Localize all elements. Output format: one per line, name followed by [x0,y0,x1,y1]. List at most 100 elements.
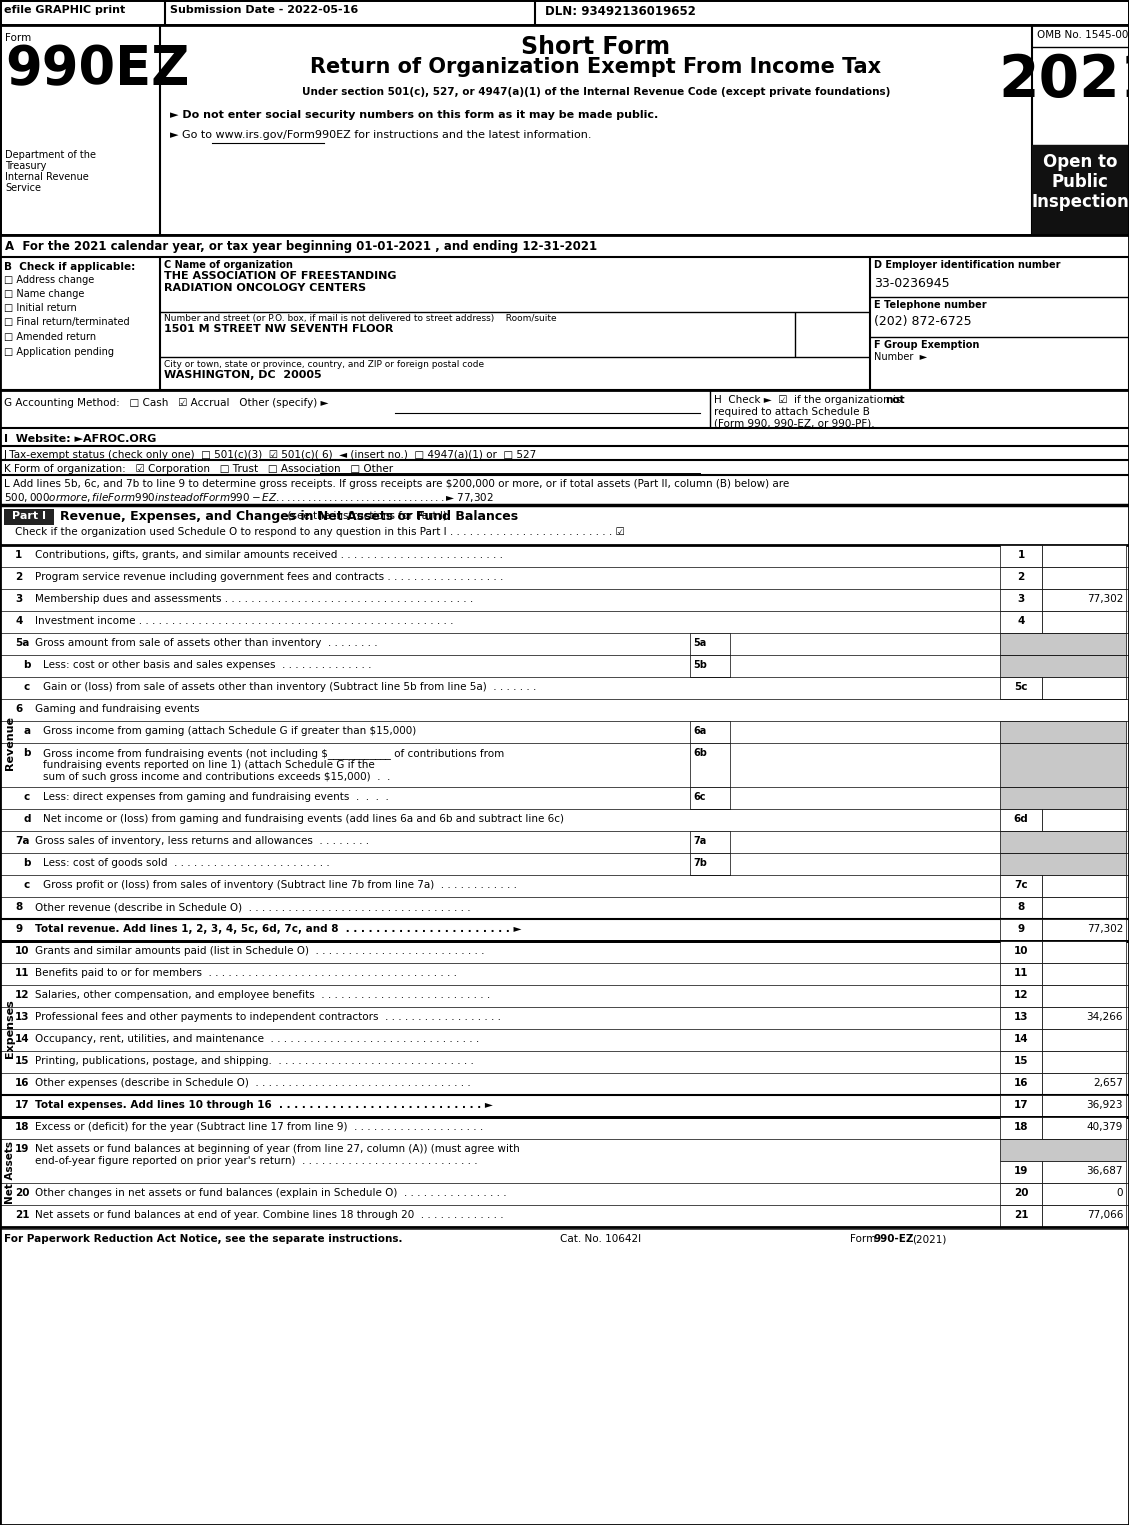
Bar [1000,589,1042,612]
Bar [1042,1095,1126,1116]
Text: Form: Form [5,34,32,43]
Text: Professional fees and other payments to independent contractors  . . . . . . . .: Professional fees and other payments to … [35,1013,501,1022]
Text: 3: 3 [1017,595,1025,604]
Bar [690,721,730,743]
Text: (Form 990, 990-EZ, or 990-PF).: (Form 990, 990-EZ, or 990-PF). [714,419,875,429]
Text: fundraising events reported on line 1) (attach Schedule G if the: fundraising events reported on line 1) (… [43,759,375,770]
Text: Open to: Open to [1043,152,1118,171]
Text: THE ASSOCIATION OF FREESTANDING: THE ASSOCIATION OF FREESTANDING [164,271,396,281]
Bar [1042,920,1126,941]
Text: 15: 15 [15,1055,29,1066]
Bar [1042,612,1126,633]
Text: 4: 4 [15,616,23,625]
Bar [1000,743,1126,787]
Text: Submission Date - 2022-05-16: Submission Date - 2022-05-16 [170,5,358,15]
Bar [1042,962,1126,985]
Bar [1000,1205,1042,1228]
Text: H  Check ►  ☑  if the organization is: H Check ► ☑ if the organization is [714,395,904,406]
Text: efile GRAPHIC print: efile GRAPHIC print [5,5,125,15]
Text: Short Form: Short Form [522,35,671,59]
Bar [1000,875,1042,897]
Bar [1042,567,1126,589]
Text: Other revenue (describe in Schedule O)  . . . . . . . . . . . . . . . . . . . . : Other revenue (describe in Schedule O) .… [35,901,471,912]
Text: Less: direct expenses from gaming and fundraising events  .  .  .  .: Less: direct expenses from gaming and fu… [43,791,388,802]
Bar [1032,145,1129,235]
Text: □ Name change: □ Name change [5,290,85,299]
Text: □ Address change: □ Address change [5,274,94,285]
Text: A  For the 2021 calendar year, or tax year beginning 01-01-2021 , and ending 12-: A For the 2021 calendar year, or tax yea… [5,239,597,253]
Text: required to attach Schedule B: required to attach Schedule B [714,407,869,416]
Text: 1: 1 [15,551,23,560]
Text: c: c [23,682,29,692]
Bar [1000,544,1042,567]
Text: 14: 14 [15,1034,29,1045]
Text: C Name of organization: C Name of organization [164,259,292,270]
Text: 4: 4 [1017,616,1025,625]
Text: 1501 M STREET NW SEVENTH FLOOR: 1501 M STREET NW SEVENTH FLOOR [164,323,393,334]
Text: 11: 11 [15,968,29,978]
Bar [690,787,730,808]
Bar [690,852,730,875]
Text: Less: cost or other basis and sales expenses  . . . . . . . . . . . . . .: Less: cost or other basis and sales expe… [43,660,371,669]
Text: Gross amount from sale of assets other than inventory  . . . . . . . .: Gross amount from sale of assets other t… [35,637,377,648]
Text: 0: 0 [1117,1188,1123,1199]
Text: Gain or (loss) from sale of assets other than inventory (Subtract line 5b from l: Gain or (loss) from sale of assets other… [43,682,536,692]
Text: 2,657: 2,657 [1093,1078,1123,1087]
Text: 20: 20 [1014,1188,1029,1199]
Text: 15: 15 [1014,1055,1029,1066]
Text: For Paperwork Reduction Act Notice, see the separate instructions.: For Paperwork Reduction Act Notice, see … [5,1234,403,1244]
Text: Number and street (or P.O. box, if mail is not delivered to street address)    R: Number and street (or P.O. box, if mail … [164,314,557,323]
Text: Gross sales of inventory, less returns and allowances  . . . . . . . .: Gross sales of inventory, less returns a… [35,836,369,846]
Text: Gross income from fundraising events (not including $____________ of contributio: Gross income from fundraising events (no… [43,747,505,759]
Text: 21: 21 [15,1209,29,1220]
Text: 6c: 6c [693,791,706,802]
Text: □ Final return/terminated: □ Final return/terminated [5,317,130,326]
Text: 1: 1 [1017,551,1025,560]
Bar [1042,1205,1126,1228]
Bar [1000,831,1126,852]
Text: 21: 21 [1014,1209,1029,1220]
Text: Program service revenue including government fees and contracts . . . . . . . . : Program service revenue including govern… [35,572,504,583]
Text: Net Assets: Net Assets [5,1141,15,1203]
Text: Less: cost of goods sold  . . . . . . . . . . . . . . . . . . . . . . . .: Less: cost of goods sold . . . . . . . .… [43,859,330,868]
Text: Department of the: Department of the [5,149,96,160]
Bar [1000,677,1042,698]
Text: (202) 872-6725: (202) 872-6725 [874,316,972,328]
Text: 77,066: 77,066 [1086,1209,1123,1220]
Bar [690,656,730,677]
Text: ► Go to www.irs.gov/Form990EZ for instructions and the latest information.: ► Go to www.irs.gov/Form990EZ for instru… [170,130,592,140]
Text: Total revenue. Add lines 1, 2, 3, 4, 5c, 6d, 7c, and 8  . . . . . . . . . . . . : Total revenue. Add lines 1, 2, 3, 4, 5c,… [35,924,522,933]
Text: ► Do not enter social security numbers on this form as it may be made public.: ► Do not enter social security numbers o… [170,110,658,120]
Text: 10: 10 [1014,946,1029,956]
Text: sum of such gross income and contributions exceeds $15,000)  .  .: sum of such gross income and contributio… [43,772,391,782]
Text: 5a: 5a [15,637,29,648]
Text: Revenue: Revenue [5,717,15,770]
Text: 990EZ: 990EZ [5,43,190,95]
Bar [1042,589,1126,612]
Bar [1042,677,1126,698]
Text: (see the instructions for Part I): (see the instructions for Part I) [60,509,447,520]
Text: Service: Service [5,183,41,194]
Text: K Form of organization:   ☑ Corporation   □ Trust   □ Association   □ Other: K Form of organization: ☑ Corporation □ … [5,464,393,474]
Text: Excess or (deficit) for the year (Subtract line 17 from line 9)  . . . . . . . .: Excess or (deficit) for the year (Subtra… [35,1122,483,1132]
Text: 5c: 5c [1014,682,1027,692]
Text: 2021: 2021 [999,52,1129,108]
Bar [1042,544,1126,567]
Text: Public: Public [1051,172,1109,191]
Bar [1042,808,1126,831]
Bar [5,509,54,525]
Text: 18: 18 [15,1122,29,1132]
Text: DLN: 93492136019652: DLN: 93492136019652 [545,5,695,18]
Bar [1000,1161,1042,1183]
Text: Internal Revenue: Internal Revenue [5,172,89,181]
Bar [1000,612,1042,633]
Text: 9: 9 [1017,924,1024,933]
Bar [0,235,1129,258]
Text: Revenue, Expenses, and Changes in Net Assets or Fund Balances: Revenue, Expenses, and Changes in Net As… [60,509,518,523]
Text: 36,923: 36,923 [1086,1100,1123,1110]
Text: end-of-year figure reported on prior year's return)  . . . . . . . . . . . . . .: end-of-year figure reported on prior yea… [35,1156,478,1167]
Text: □ Amended return: □ Amended return [5,332,96,342]
Text: 8: 8 [1017,901,1025,912]
Text: Check if the organization used Schedule O to respond to any question in this Par: Check if the organization used Schedule … [15,528,624,537]
Bar [1042,1051,1126,1074]
